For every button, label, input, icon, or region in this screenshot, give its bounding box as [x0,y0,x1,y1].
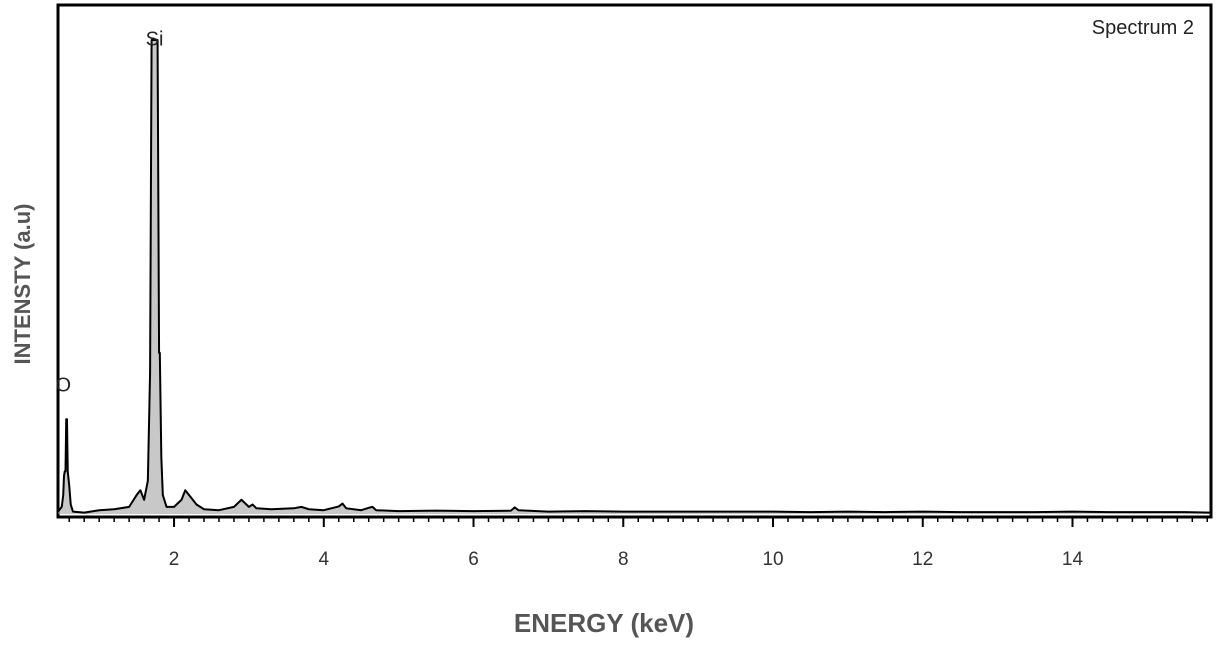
x-tick-label: 2 [169,549,180,570]
x-tick-label: 6 [468,549,479,570]
x-tick-label: 12 [912,549,933,570]
legend-label: Spectrum 2 [1092,17,1194,39]
peak-label-o: O [55,375,71,397]
spectrum-line-0 [57,39,1212,514]
y-axis-title: INTENSTY (a.u) [10,204,35,365]
x-tick-label: 8 [618,549,629,570]
peak-label-si: Si [146,28,164,50]
x-tick-label: 14 [1062,549,1084,570]
x-tick-label: 10 [762,549,783,570]
x-axis-title: ENERGY (keV) [514,608,694,638]
plot-frame [56,3,1213,519]
x-tick-label: 4 [318,549,329,570]
